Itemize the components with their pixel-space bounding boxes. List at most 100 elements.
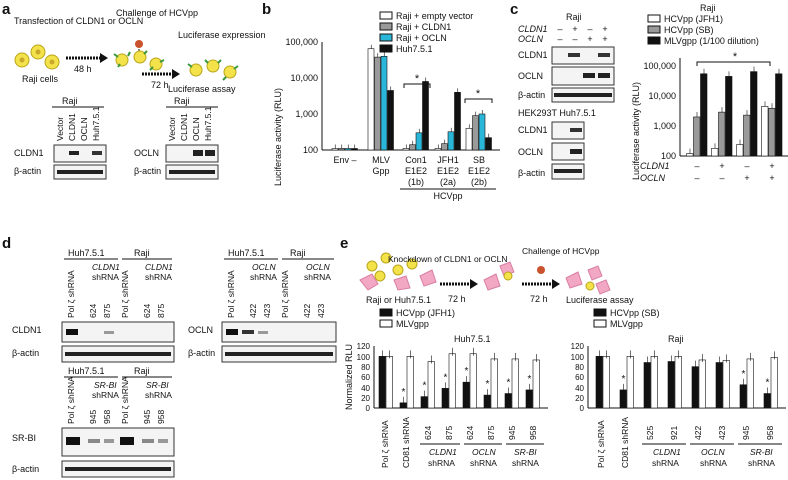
c-sign-0-3: + (602, 24, 607, 34)
b-ytick-1000: 1,000 (295, 109, 318, 119)
e-xlabels-right: Pol ζ shRNA CD81 shRNA 525 921 422 423 9… (596, 417, 782, 468)
c-x-signs: – + – + – – + + (694, 161, 774, 183)
blot1-header: Raji (62, 96, 78, 106)
e-legend-left: HCVpp (JFH1) MLVgpp (379, 308, 455, 329)
panel-c-ytick-labels: 100 1,000 10,000 100,000 (643, 61, 676, 161)
c-bar-3-1 (768, 107, 776, 157)
e-left-bar-0-1 (385, 356, 393, 409)
d1-num2-raji: 875 (156, 304, 166, 318)
step-transfection: Transfection of CLDN1 or OCLN (14, 16, 143, 26)
e-legend-left-1: MLVgpp (396, 319, 429, 329)
time-72h: 72 h (151, 80, 169, 90)
b-bar-3-3 (454, 92, 461, 151)
e-legend-right-1: MLVgpp (610, 319, 643, 329)
b-bar-3-1 (441, 143, 448, 151)
c-sign-1-1: – (572, 34, 577, 44)
c-hek-row-cldn1: CLDN1 (518, 125, 548, 135)
e-left-star-5: * (486, 379, 490, 390)
c-chart-title: Raji (700, 3, 716, 13)
d3-gene-huh: SR-BI (94, 380, 117, 390)
e-left-star-4: * (465, 366, 469, 377)
blot1-row-cldn1: CLDN1 (14, 148, 44, 158)
e-xr-g1-n2: 921 (669, 426, 679, 440)
c-xs-1-2: + (744, 173, 749, 183)
e-xl-g1-gene: CLDN1 (429, 447, 457, 457)
d2-row-actin: β-actin (188, 348, 215, 358)
c-legend-2: MLVgpp (1/100 dilution) (664, 36, 759, 46)
c-xs-0-1: + (719, 161, 724, 171)
d2-num1-raji: 422 (302, 304, 312, 318)
blot2-header: Raji (174, 96, 190, 106)
blot1-lane-huh: Huh7.5.1 (91, 106, 101, 141)
e-right-bar-3-0 (667, 361, 675, 409)
d3-sh-huh: shRNA (92, 390, 119, 400)
e-right-bar-2-1 (650, 356, 658, 409)
blot2-image (165, 144, 219, 180)
e-step-assay: Luciferase assay (566, 295, 634, 305)
d1-pol-huh: Pol ζ shRNA (66, 270, 76, 318)
e-right-bar-4-0 (691, 366, 699, 409)
e-time-1: 72 h (448, 294, 466, 304)
b-bar-1-2 (380, 56, 388, 151)
d2-num1-huh: 422 (248, 304, 258, 318)
e-ytick-left-6: 120 (357, 342, 371, 351)
b-ytick-100000: 100,000 (285, 37, 318, 47)
b-ytick-100: 100 (303, 145, 318, 155)
d3-num2-raji: 958 (156, 410, 166, 424)
panel-a: Transfection of CLDN1 or OCLN Raji cells… (14, 8, 266, 180)
e-xl-cd81: CD81 shRNA (401, 417, 411, 468)
e-left-star-3: * (444, 372, 448, 383)
d-blot1: Huh7.5.1 Raji Pol ζ shRNA CLDN1 shRNA 62… (12, 248, 175, 363)
e-xl-g1-n1: 624 (423, 426, 433, 440)
e-xl-g1-sh: shRNA (428, 458, 455, 468)
c-blot-row-actin: β-actin (518, 90, 545, 100)
e-yticks-left: 0 20 40 60 80 100 120 (357, 342, 371, 413)
c-ylabel: Luciferase activity (RLU) (631, 82, 641, 180)
e-xr-g3-n1: 945 (741, 426, 751, 440)
c-xs-0-2: – (744, 161, 749, 171)
e-left-bar-6-1 (511, 358, 519, 409)
e-left-bar-4-1 (469, 353, 477, 409)
c-raji-blot (551, 46, 615, 103)
b-cat-sb-3: (2b) (471, 177, 487, 187)
e-xr-g1-n1: 525 (645, 426, 655, 440)
panel-b-categories: Env – MLV Gpp Con1 E1E2 (1b) JFH1 E1E2 (… (333, 155, 490, 187)
panel-letter-b: b (262, 1, 271, 18)
c-blot-row-ocln: OCLN (518, 71, 543, 81)
e-left-bar-3-1 (448, 353, 456, 409)
e-left-bar-4-0 (462, 381, 470, 409)
c-bar-2-2 (750, 71, 758, 157)
e-ytick-left-5: 100 (357, 353, 371, 362)
b-bar-3-2 (447, 131, 455, 151)
e-step-challenge: Challenge of HCVpp (522, 246, 600, 256)
e-left-bar-7-0 (525, 389, 533, 409)
e-ytick-right-4: 80 (575, 363, 584, 372)
c-sig-bracket (696, 61, 771, 66)
e-xr-g3-n2: 958 (765, 426, 775, 440)
e-right-bar-3-1 (674, 356, 682, 409)
b-cat-jfh1-2: E1E2 (437, 166, 459, 176)
panel-d: Huh7.5.1 Raji Pol ζ shRNA CLDN1 shRNA 62… (12, 248, 337, 478)
e-xl-g2-sh: shRNA (470, 458, 497, 468)
b-bar-0-3 (351, 148, 358, 151)
b-cat-con1-3: (1b) (408, 177, 424, 187)
panel-c-legend: HCVpp (JFH1) HCVpp (SB) MLVgpp (1/100 di… (647, 14, 759, 46)
c-sign-0-2: – (587, 24, 592, 34)
b-cat-env: Env – (333, 155, 356, 165)
e-step-knockdown: Knockdown of CLDN1 or OCLN (388, 254, 508, 264)
e-left-star-1: * (402, 387, 406, 398)
e-bars-right: * * * (595, 350, 778, 409)
b-legend-0: Raji + empty vector (396, 11, 473, 21)
e-xr-g2-gene: OCLN (701, 447, 725, 457)
e-xr-g1-gene: CLDN1 (653, 447, 681, 457)
e-xr-cd81: CD81 shRNA (620, 417, 630, 468)
e-ytick-left-2: 40 (361, 384, 370, 393)
c-xs-1-1: – (719, 173, 724, 183)
blot1-lane-ocln: OCLN (79, 117, 89, 141)
d3-num1-huh: 945 (88, 410, 98, 424)
e-left-star-7: * (528, 374, 532, 385)
e-time-2: 72 h (530, 294, 548, 304)
d1-header-huh: Huh7.5.1 (68, 248, 105, 258)
b-bar-1-0 (367, 48, 375, 151)
